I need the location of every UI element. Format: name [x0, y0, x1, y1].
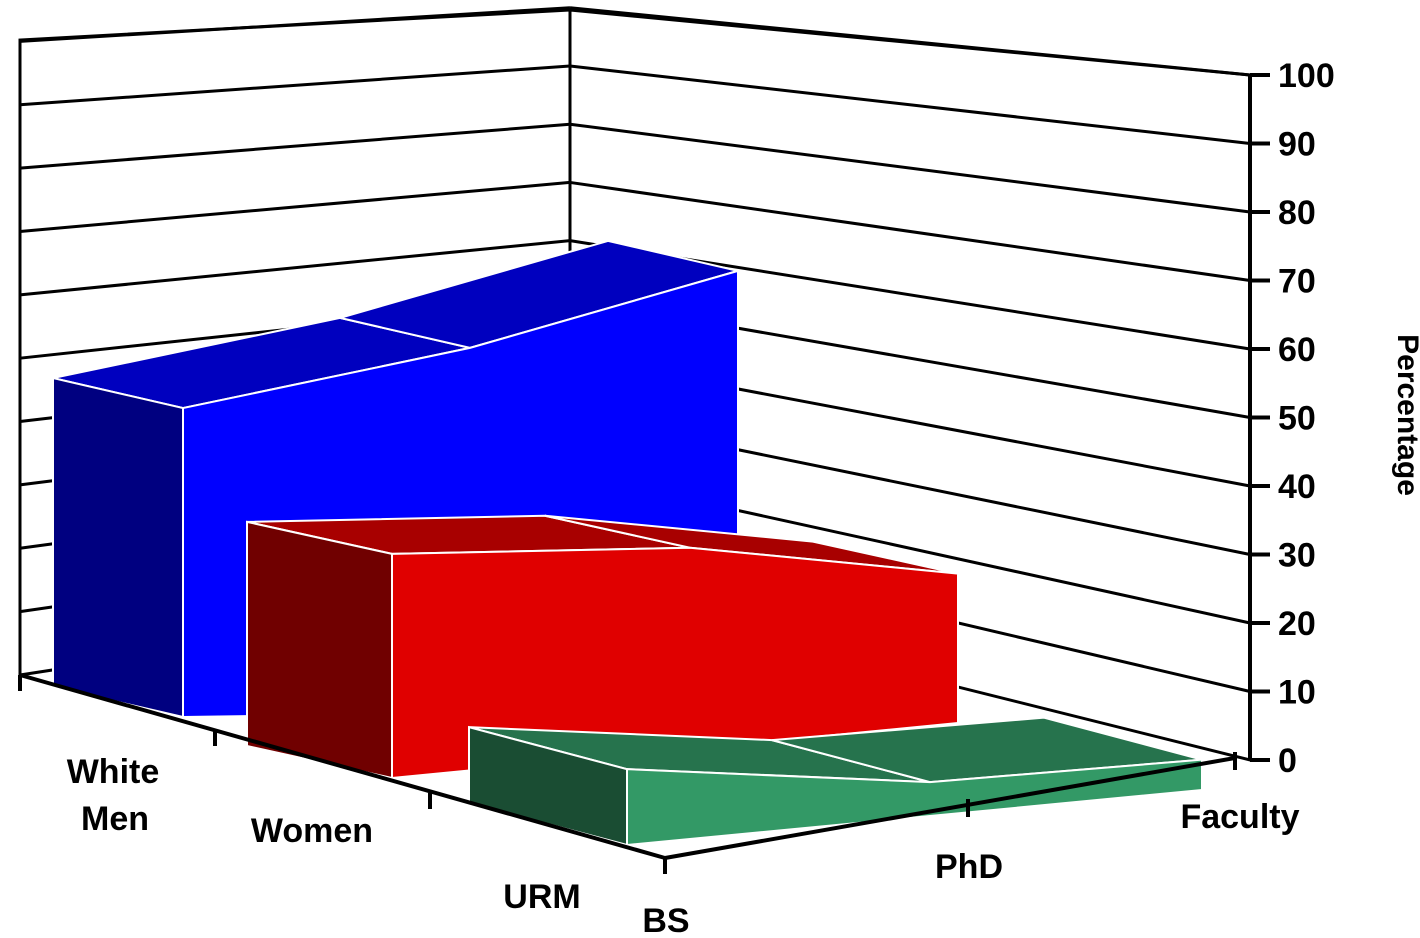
ribbon-side — [52, 376, 184, 719]
gridline-back-70 — [569, 180, 1251, 282]
category-label-bs: BS — [642, 902, 689, 938]
series-urm — [468, 716, 1203, 847]
ribbon-front — [626, 758, 1203, 847]
gridline-left-60 — [19, 239, 571, 297]
gridline-left-90 — [19, 64, 571, 107]
y-tick-label-40: 40 — [1278, 468, 1316, 506]
category-axis-line — [664, 756, 1236, 860]
axes — [18, 73, 1270, 874]
series-label-white-men-line1: White — [67, 753, 160, 791]
gridline-back-100 — [569, 6, 1251, 77]
data-ribbons — [52, 239, 1203, 847]
y-tick-labels: 0 10 20 30 40 50 60 70 80 90 100 — [1278, 57, 1335, 780]
y-tick-label-80: 80 — [1278, 194, 1316, 232]
gridline-left-100 — [19, 6, 571, 43]
gridline-back-90 — [569, 64, 1251, 145]
series-axis-line — [19, 673, 666, 860]
y-tick-label-70: 70 — [1278, 263, 1316, 301]
y-axis-title: Percentage — [1391, 334, 1420, 496]
gridline-left-70 — [19, 180, 571, 233]
ribbon-side — [246, 520, 393, 780]
y-tick-label-0: 0 — [1278, 742, 1297, 780]
series-label-white-men-line2: Men — [81, 800, 149, 838]
series-women — [246, 514, 959, 780]
y-tick-label-90: 90 — [1278, 126, 1316, 164]
series-label-women: Women — [251, 812, 373, 850]
y-tick-label-100: 100 — [1278, 57, 1335, 95]
y-tick-label-20: 20 — [1278, 605, 1316, 643]
gridline-back-80 — [569, 122, 1251, 214]
gridline-left-80 — [19, 122, 571, 170]
series-label-urm: URM — [503, 878, 580, 916]
y-tick-label-30: 30 — [1278, 537, 1316, 575]
y-tick-label-60: 60 — [1278, 331, 1316, 369]
category-label-phd: PhD — [935, 848, 1003, 886]
y-tick-label-10: 10 — [1278, 674, 1316, 712]
category-label-faculty: Faculty — [1180, 798, 1299, 836]
y-tick-label-50: 50 — [1278, 400, 1316, 438]
